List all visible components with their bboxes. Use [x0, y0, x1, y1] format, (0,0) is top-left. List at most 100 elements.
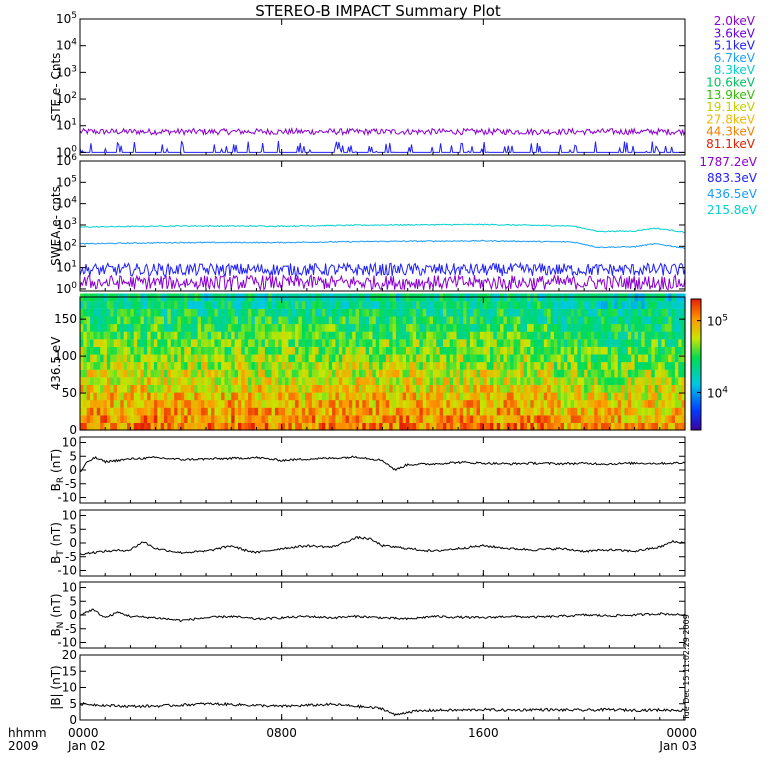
heatmap-cell — [453, 377, 458, 385]
heatmap-cell — [137, 407, 142, 416]
heatmap-cell — [503, 301, 508, 309]
heatmap-cell — [201, 331, 205, 340]
heatmap-cell — [564, 346, 568, 355]
heatmap-cell — [399, 400, 404, 408]
heatmap-cell — [311, 339, 316, 347]
heatmap-cell — [332, 301, 337, 309]
heatmap-cell — [180, 369, 185, 378]
heatmap-cell — [604, 316, 609, 325]
heatmap-cell — [174, 346, 179, 355]
heatmap-cell — [103, 415, 108, 423]
heatmap-cell — [577, 301, 582, 309]
heatmap-cell — [473, 323, 478, 332]
heatmap-cell — [281, 384, 286, 393]
heatmap-cell — [264, 377, 269, 385]
heatmap-cell — [345, 339, 350, 347]
heatmap-cell — [342, 308, 347, 317]
heatmap-cell — [543, 301, 548, 309]
heatmap-cell — [627, 377, 632, 385]
heatmap-cell — [301, 301, 306, 309]
heatmap-cell — [567, 361, 572, 370]
heatmap-cell — [473, 354, 478, 363]
heatmap-cell — [288, 415, 293, 423]
heatmap-cell — [221, 400, 226, 408]
heatmap-cell — [221, 407, 226, 416]
heatmap-cell — [621, 361, 626, 370]
heatmap-cell — [453, 346, 458, 355]
heatmap-cell — [369, 422, 374, 431]
heatmap-cell — [443, 316, 447, 325]
heatmap-cell — [157, 331, 162, 340]
heatmap-cell — [271, 301, 276, 309]
heatmap-cell — [399, 316, 404, 325]
heatmap-cell — [358, 323, 363, 332]
heatmap-cell — [597, 323, 602, 332]
heatmap-cell — [564, 407, 568, 416]
heatmap-cell — [453, 323, 458, 332]
heatmap-cell — [140, 308, 145, 317]
heatmap-cell — [143, 369, 148, 378]
heatmap-cell — [164, 415, 168, 423]
heatmap-cell — [379, 377, 384, 385]
heatmap-cell — [550, 392, 555, 401]
heatmap-cell — [634, 361, 639, 370]
heatmap-cell — [106, 308, 111, 317]
heatmap-cell — [446, 331, 451, 340]
heatmap-cell — [100, 400, 105, 408]
heatmap-cell — [520, 301, 525, 309]
heatmap-cell — [318, 392, 323, 401]
heatmap-cell — [342, 392, 347, 401]
heatmap-cell — [211, 346, 216, 355]
heatmap-cell — [147, 361, 152, 370]
heatmap-cell — [325, 407, 330, 416]
heatmap-cell — [564, 377, 568, 385]
heatmap-cell — [648, 323, 652, 332]
heatmap-cell — [281, 301, 286, 309]
heatmap-cell — [113, 316, 118, 325]
heatmap-cell — [543, 377, 548, 385]
heatmap-cell — [224, 384, 229, 393]
heatmap-cell — [543, 346, 548, 355]
heatmap-cell — [527, 369, 531, 378]
heatmap-cell — [187, 361, 192, 370]
heatmap-cell — [217, 316, 222, 325]
heatmap-cell — [587, 422, 592, 431]
heatmap-cell — [325, 354, 330, 363]
heatmap-cell — [392, 316, 397, 325]
heatmap-cell — [177, 422, 182, 431]
heatmap-cell — [254, 361, 259, 370]
heatmap-cell — [221, 308, 226, 317]
heatmap-cell — [496, 346, 501, 355]
heatmap-cell — [127, 377, 132, 385]
heatmap-cell — [553, 415, 558, 423]
heatmap-cell — [325, 377, 330, 385]
heatmap-cell — [453, 415, 458, 423]
heatmap-cell — [399, 384, 404, 393]
heatmap-cell — [254, 354, 259, 363]
heatmap-cell — [661, 354, 666, 363]
heatmap-cell — [506, 346, 511, 355]
heatmap-cell — [110, 354, 115, 363]
heatmap-cell — [527, 407, 531, 416]
heatmap-cell — [365, 316, 370, 325]
heatmap-cell — [432, 415, 437, 423]
heatmap-cell — [476, 346, 481, 355]
heatmap-cell — [473, 422, 478, 431]
heatmap-cell — [637, 323, 642, 332]
heatmap-cell — [274, 377, 279, 385]
heatmap-cell — [611, 407, 616, 416]
heatmap-cell — [490, 361, 495, 370]
heatmap-cell — [523, 422, 528, 431]
heatmap-cell — [516, 339, 521, 347]
heatmap-cell — [453, 316, 458, 325]
heatmap-cell — [432, 308, 437, 317]
heatmap-cell — [607, 400, 612, 408]
heatmap-cell — [379, 354, 384, 363]
heatmap-cell — [207, 346, 212, 355]
heatmap-cell — [527, 323, 531, 332]
heatmap-cell — [130, 323, 135, 332]
heatmap-cell — [211, 323, 216, 332]
heatmap-cell — [570, 361, 575, 370]
heatmap-cell — [557, 361, 562, 370]
heatmap-cell — [358, 377, 363, 385]
